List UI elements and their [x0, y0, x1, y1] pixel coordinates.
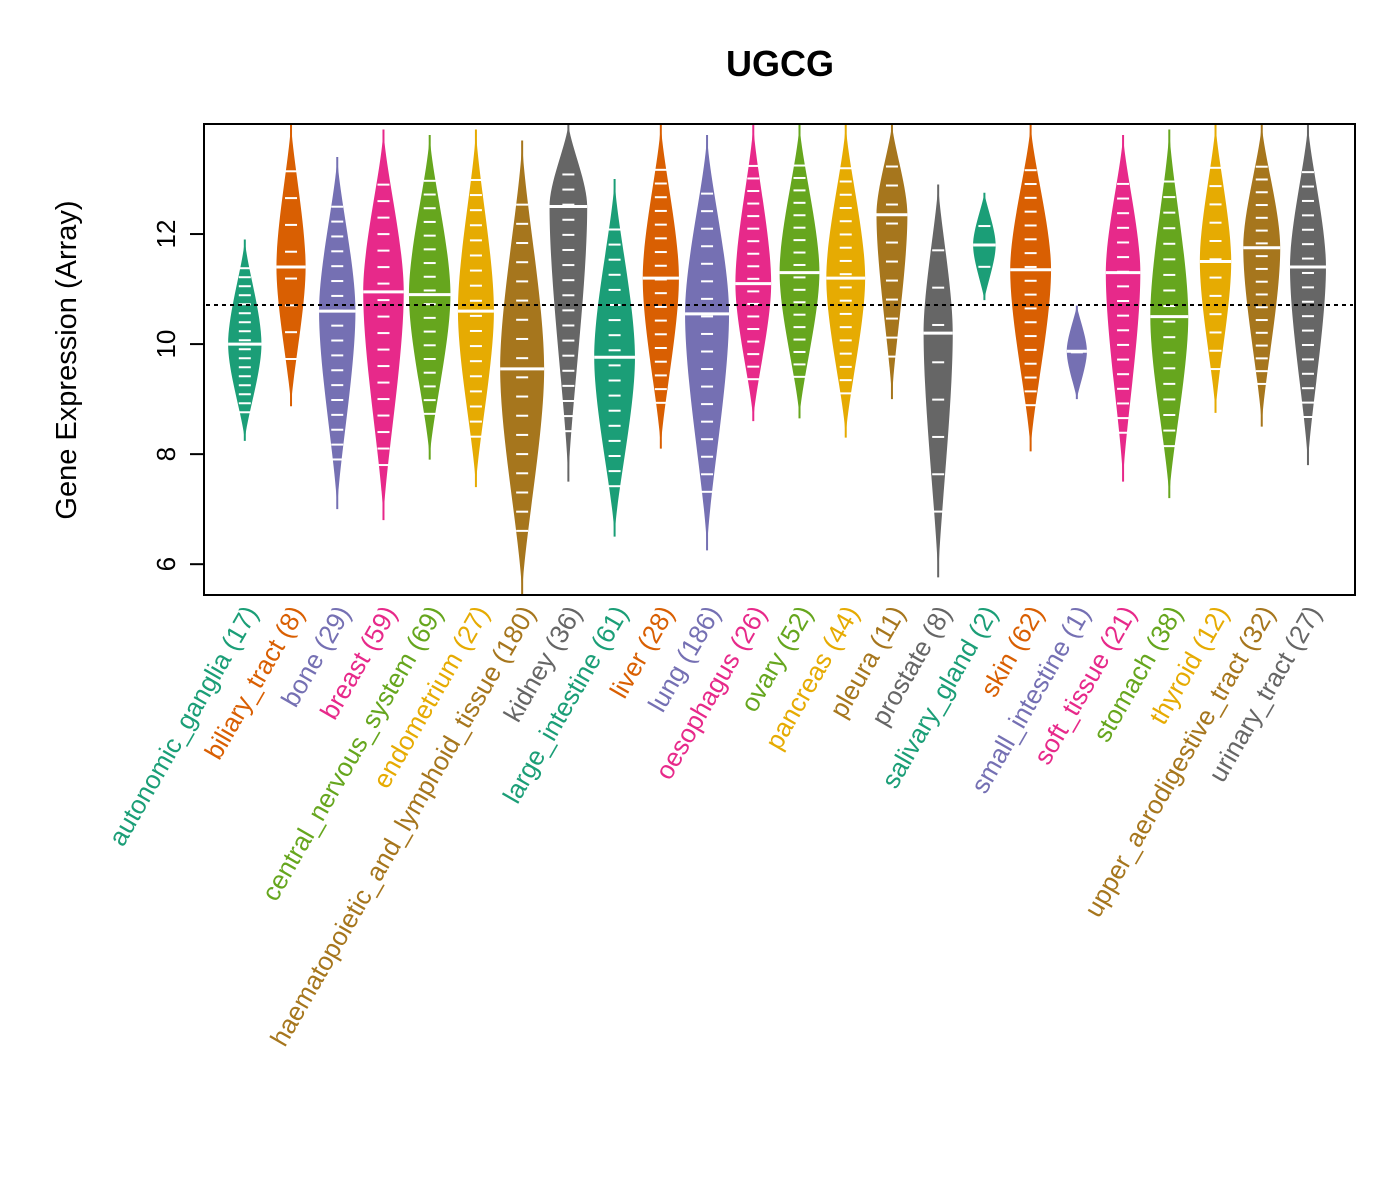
- violin-pancreas: [826, 124, 866, 438]
- chart-title: UGCG: [726, 43, 834, 84]
- violin-salivary-gland: [973, 192, 996, 301]
- violin-prostate: [923, 184, 953, 578]
- violin-body: [685, 135, 730, 551]
- violin-body: [923, 184, 953, 578]
- violin-small-intestine: [1066, 305, 1087, 400]
- violin-endometrium: [457, 129, 494, 488]
- y-tick-label: 12: [151, 220, 181, 249]
- violin-body: [642, 124, 679, 449]
- violin-upper-aerodigestive-tract: [1243, 124, 1281, 427]
- violin-large-intestine: [594, 179, 635, 537]
- violin-liver: [642, 124, 679, 449]
- violin-body: [408, 135, 451, 460]
- y-axis: 6 8 10 12: [151, 220, 204, 571]
- violin-body: [363, 129, 404, 521]
- y-tick-label: 6: [151, 557, 181, 571]
- plot-frame: [203, 123, 1356, 596]
- violin-body: [1150, 129, 1189, 499]
- violin-bone: [319, 157, 356, 510]
- violin-body: [1105, 135, 1141, 482]
- violin-pleura: [876, 124, 908, 400]
- violin-soft-tissue: [1105, 135, 1141, 482]
- violin-oesophagus: [735, 124, 772, 422]
- violin-body: [1010, 124, 1052, 452]
- violins-layer: [228, 124, 1326, 595]
- violin-ovary: [779, 124, 820, 419]
- violin-biliary-tract: [276, 124, 306, 407]
- y-tick-label: 10: [151, 330, 181, 359]
- violin-stomach: [1150, 129, 1189, 499]
- violin-central-nervous-system: [408, 135, 451, 460]
- violin-autonomic-ganglia: [228, 239, 262, 441]
- violin-thyroid: [1199, 124, 1232, 413]
- violin-breast: [363, 129, 404, 521]
- violin-body: [826, 124, 866, 438]
- violin-body: [1289, 124, 1326, 466]
- violin-kidney: [549, 124, 588, 482]
- violin-body: [735, 124, 772, 422]
- violin-urinary-tract: [1289, 124, 1326, 466]
- violin-skin: [1010, 124, 1052, 452]
- violin-haematopoietic-and-lymphoid-tissue: [500, 140, 545, 595]
- violin-body: [319, 157, 356, 510]
- violin-body: [1199, 124, 1232, 413]
- violin-body: [457, 129, 494, 488]
- y-tick-label: 8: [151, 447, 181, 461]
- violin-body: [1243, 124, 1281, 427]
- violin-lung: [685, 135, 730, 551]
- y-axis-label: Gene Expression (Array): [51, 200, 83, 519]
- violin-body: [276, 124, 306, 407]
- x-axis: autonomic_ganglia (17)biliary_tract (8)b…: [102, 600, 1327, 1051]
- violin-body: [549, 124, 588, 482]
